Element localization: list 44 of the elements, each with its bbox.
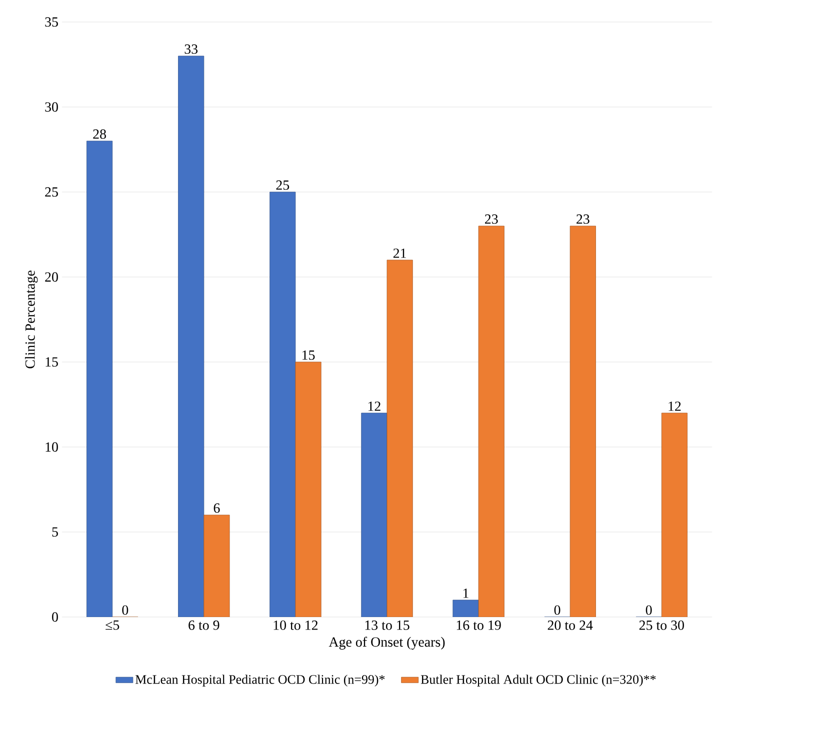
data-label: 12 [668, 402, 681, 411]
data-label: 6 [214, 503, 220, 513]
y-tick-label: 25 [45, 187, 58, 197]
y-tick-label: 0 [52, 612, 58, 622]
x-tick-label: 10 to 12 [274, 620, 318, 630]
bar [295, 362, 322, 617]
bar [478, 226, 504, 617]
x-tick-label: 25 to 30 [639, 620, 684, 630]
data-label: 0 [646, 605, 652, 615]
bar [204, 514, 230, 617]
x-axis-title: Age of Onset (years) [328, 636, 445, 650]
data-label: 12 [368, 402, 380, 411]
data-label: 33 [184, 44, 198, 54]
data-label: 23 [485, 214, 498, 224]
y-tick-label: 35 [45, 17, 58, 27]
y-tick-label: 5 [52, 527, 58, 537]
y-tick-label: 20 [45, 272, 58, 282]
data-label: 21 [393, 248, 406, 258]
bar [270, 192, 296, 617]
y-tick-label: 30 [45, 102, 58, 112]
y-axis-title: Clinic Percentage [24, 270, 38, 368]
x-tick-label: 16 to 19 [456, 620, 501, 630]
data-label: 25 [276, 180, 290, 190]
bar [386, 260, 413, 617]
x-tick-label: 6 to 9 [188, 620, 220, 630]
bar [570, 226, 596, 617]
bar [86, 140, 113, 617]
bar [452, 600, 479, 617]
x-tick-label: 20 to 24 [548, 620, 593, 630]
y-tick-label: 15 [46, 357, 58, 367]
data-label: 0 [554, 605, 560, 615]
bar [178, 56, 204, 617]
bar [361, 412, 388, 617]
data-label: 28 [93, 129, 106, 139]
data-label: 0 [122, 605, 128, 615]
data-label: 15 [302, 350, 315, 360]
data-label: 1 [463, 588, 468, 598]
x-tick-label: 13 to 15 [365, 620, 410, 630]
data-label: 23 [576, 214, 590, 224]
legend-label: Butler Hospital Adult OCD Clinic (n=320)** [420, 674, 656, 686]
y-tick-label: 10 [46, 442, 58, 452]
legend-label: McLean Hospital Pediatric OCD Clinic (n=99)* [135, 674, 385, 686]
x-tick-label: ≤5 [106, 620, 120, 630]
bar [661, 412, 688, 617]
